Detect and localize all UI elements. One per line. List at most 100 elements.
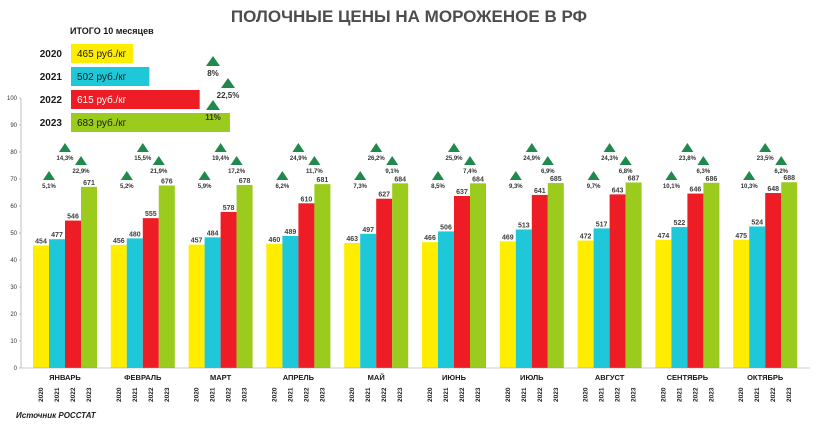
growth-percent-label: 7,3% [353, 184, 367, 190]
growth-percent-label: 25,9% [445, 156, 463, 162]
month-label: ФЕВРАЛЬ [124, 373, 162, 382]
growth-triangle [759, 143, 772, 152]
year-tick-label: 2023 [786, 387, 793, 402]
summary-value-label: 502 руб./кг [77, 71, 127, 83]
bars-layer: 454 477 546 671 456 480 555 676 457 484 578 678 460 4… [33, 175, 798, 368]
bar-2021 [438, 231, 454, 368]
month-label: АВГУСТ [595, 373, 625, 382]
year-tick-label: 2023 [242, 387, 249, 402]
summary-value-label: 683 руб./кг [77, 117, 127, 129]
growth-percent-label: 5,1% [42, 184, 56, 190]
growth-triangle [509, 171, 522, 180]
year-tick-label: 2022 [459, 387, 466, 402]
summary-year-label: 2021 [40, 72, 63, 83]
summary-value-label: 615 руб./кг [77, 94, 127, 106]
summary-growth-label: 22,5% [217, 91, 240, 100]
bar-2021 [49, 239, 65, 368]
growth-triangle [448, 143, 460, 152]
bar-2022 [220, 211, 237, 368]
bar-value-label: 480 [129, 231, 141, 238]
year-tick-label: 2023 [164, 387, 171, 402]
bar-value-label: 578 [223, 205, 235, 212]
growth-percent-label: 8,5% [431, 184, 445, 190]
summary-bar-2021 [71, 67, 150, 86]
y-tick-label: 20 [10, 312, 17, 318]
month-label: ИЮЛЬ [520, 373, 544, 382]
bar-2023 [392, 183, 409, 368]
summary-value-label: 465 руб./кг [77, 48, 127, 60]
bar-2022 [454, 196, 470, 368]
bar-value-label: 506 [440, 224, 452, 231]
summary-legend: 2020 465 руб./кг 2021 502 руб./кг 2022 615 ру… [40, 44, 240, 132]
year-tick-label: 2022 [615, 387, 622, 402]
bar-2022 [142, 218, 159, 368]
year-tick-label: 2020 [271, 387, 278, 402]
bar-2022 [298, 203, 315, 368]
growth-percent-label: 6,2% [774, 169, 788, 175]
bar-value-label: 648 [767, 186, 779, 193]
year-tick-label: 2023 [319, 387, 326, 402]
growth-triangle [432, 171, 444, 180]
bar-2020 [499, 241, 516, 368]
y-tick-label: 40 [10, 258, 17, 264]
year-tick-label: 2020 [583, 387, 590, 402]
bar-value-label: 671 [83, 180, 95, 187]
year-tick-label: 2021 [754, 387, 761, 402]
growth-triangle [43, 171, 55, 180]
bar-2021 [515, 229, 532, 368]
growth-percent-label: 10,3% [741, 184, 759, 190]
bar-value-label: 469 [502, 234, 514, 241]
growth-percent-label: 9,3% [509, 184, 523, 190]
bar-2022 [65, 220, 81, 368]
growth-triangle [59, 143, 71, 152]
growth-percent-label: 26,2% [368, 156, 386, 162]
bar-2020 [577, 240, 594, 368]
bar-2023 [703, 182, 720, 368]
bar-2023 [547, 183, 564, 368]
growth-percent-label: 6,8% [619, 169, 633, 175]
month-label: ЯНВАРЬ [49, 373, 81, 382]
summary-year-label: 2020 [40, 49, 63, 60]
bar-value-label: 497 [362, 227, 374, 234]
bar-2020 [733, 239, 750, 368]
bar-value-label: 610 [301, 196, 313, 203]
bar-value-label: 484 [207, 230, 219, 237]
month-label: ОКТЯБРЬ [747, 373, 784, 382]
bar-value-label: 643 [612, 187, 624, 194]
bar-2020 [33, 245, 49, 368]
year-tick-label: 2022 [770, 387, 777, 402]
bar-2021 [360, 233, 377, 368]
year-tick-label: 2021 [599, 387, 606, 402]
y-tick-label: 0 [14, 366, 18, 372]
summary-growth-label: 8% [207, 69, 219, 78]
growth-triangle [386, 156, 399, 165]
summary-bar-2023 [71, 113, 230, 132]
month-label: АПРЕЛЬ [283, 373, 315, 382]
bar-value-label: 466 [424, 235, 436, 242]
month-label: МАЙ [368, 373, 385, 382]
y-tick-label: 50 [10, 231, 17, 237]
growth-triangle [230, 156, 243, 165]
bar-2023 [625, 182, 642, 368]
year-tick-label: 2022 [303, 387, 310, 402]
growth-triangle [370, 143, 383, 152]
year-tick-label: 2021 [210, 387, 217, 402]
month-label: МАРТ [210, 373, 232, 382]
bar-2022 [765, 193, 782, 368]
growth-triangle [587, 171, 600, 180]
growth-markers: 5,1% 14,3% 22,9% 5,2% 15,5% 21,9% 5,9% 19,4% 17,… [42, 143, 789, 190]
growth-percent-label: 9,1% [385, 169, 399, 175]
bar-2023 [81, 186, 97, 368]
growth-triangle [681, 143, 694, 152]
growth-percent-label: 5,2% [120, 184, 134, 190]
year-tick-label: 2023 [86, 387, 93, 402]
year-tick-label: 2020 [38, 387, 45, 402]
bar-value-label: 546 [67, 214, 79, 221]
growth-triangle [775, 156, 788, 165]
year-tick-label: 2020 [116, 387, 123, 402]
summary-year-label: 2023 [40, 118, 63, 129]
year-tick-label: 2022 [70, 387, 77, 402]
growth-triangle [697, 156, 710, 165]
growth-percent-label: 11,7% [306, 169, 323, 175]
bar-2020 [422, 242, 438, 368]
